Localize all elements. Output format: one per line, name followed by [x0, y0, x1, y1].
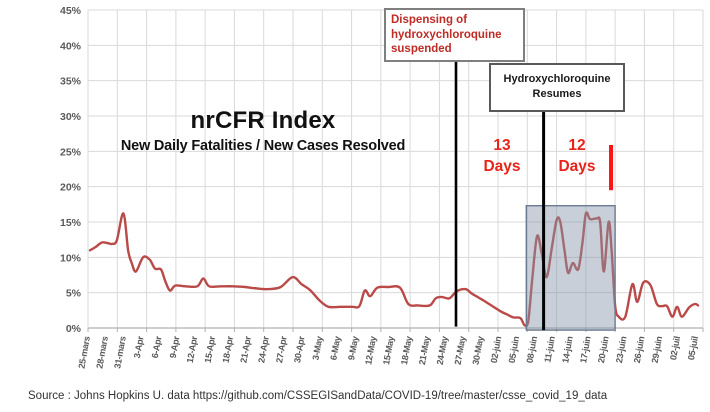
x-tick-label: 3-May: [310, 335, 324, 361]
x-tick-label: 18-May: [399, 335, 414, 365]
resumed-period-highlight: [525, 204, 616, 331]
x-tick-label: 02-juin: [489, 336, 504, 364]
y-tick-label: 25%: [60, 146, 82, 158]
x-tick-label: 15-May: [381, 335, 396, 365]
x-tick-label: 18-Apr: [221, 335, 236, 364]
y-tick-label: 40%: [60, 40, 82, 52]
x-tick-label: 9-Apr: [168, 335, 182, 359]
gap-13-unit: Days: [483, 157, 521, 175]
x-tick-label: 05-juil: [686, 336, 700, 361]
y-tick-label: 35%: [60, 76, 82, 88]
y-tick-label: 0%: [66, 323, 82, 335]
x-tick-label: 21-Apr: [238, 335, 253, 364]
x-tick-label: 31-mars: [112, 335, 128, 369]
chart-title-block: nrCFR Index New Daily Fatalities / New C…: [88, 107, 438, 154]
x-tick-label: 27-Apr: [274, 335, 289, 364]
gap-label-12-days: 12 Days: [549, 136, 605, 178]
y-tick-label: 10%: [60, 252, 82, 264]
x-tick-label: 24-Apr: [256, 335, 271, 364]
x-tick-label: 23-juin: [614, 336, 629, 364]
chart-subtitle: New Daily Fatalities / New Cases Resolve…: [120, 138, 406, 154]
gap-label-13-days: 13 Days: [474, 136, 530, 178]
x-tick-label: 15-Apr: [203, 335, 218, 364]
gap-13-value: 13: [493, 137, 511, 154]
annotation-resumes-box: Hydroxychloroquine Resumes: [489, 63, 625, 112]
x-tick-label: 3-Apr: [132, 335, 146, 359]
x-tick-label: 21-May: [417, 335, 432, 365]
x-tick-label: 29-juin: [650, 336, 665, 364]
x-tick-label: 28-mars: [94, 335, 110, 369]
y-tick-label: 5%: [66, 288, 82, 300]
gap-12-value: 12: [568, 137, 586, 154]
x-tick-label: 6-May: [328, 335, 342, 361]
x-tick-label: 12-May: [363, 335, 378, 365]
chart-title: nrCFR Index: [190, 107, 336, 134]
x-tick-label: 24-May: [435, 335, 450, 365]
x-tick-label: 12-Apr: [185, 335, 200, 364]
x-tick-label: 27-May: [453, 335, 468, 365]
y-tick-label: 45%: [60, 5, 82, 17]
x-tick-label: 02-juil: [668, 336, 682, 361]
x-tick-label: 26-juin: [632, 336, 647, 364]
x-tick-label: 9-May: [346, 335, 360, 361]
y-tick-label: 15%: [60, 217, 82, 229]
gap-12-unit: Days: [558, 157, 596, 175]
x-tick-label: 17-juin: [578, 336, 593, 364]
x-tick-label: 08-juin: [525, 336, 540, 364]
x-tick-label: 14-juin: [560, 336, 575, 364]
y-tick-label: 30%: [60, 111, 82, 123]
y-tick-label: 20%: [60, 182, 82, 194]
x-tick-label: 30-Apr: [292, 335, 307, 364]
x-tick-label: 6-Apr: [150, 335, 164, 359]
x-tick-label: 30-May: [471, 335, 486, 365]
x-tick-label: 20-juin: [596, 336, 611, 364]
x-tick-label: 05-juin: [507, 336, 522, 364]
source-citation: Source : Johns Hopkins U. data https://g…: [28, 390, 608, 402]
x-tick-label: 25-mars: [76, 335, 92, 369]
x-tick-label: 11-juin: [542, 336, 556, 364]
annotation-suspended-box: Dispensing of hydroxychloroquine suspend…: [384, 8, 525, 63]
